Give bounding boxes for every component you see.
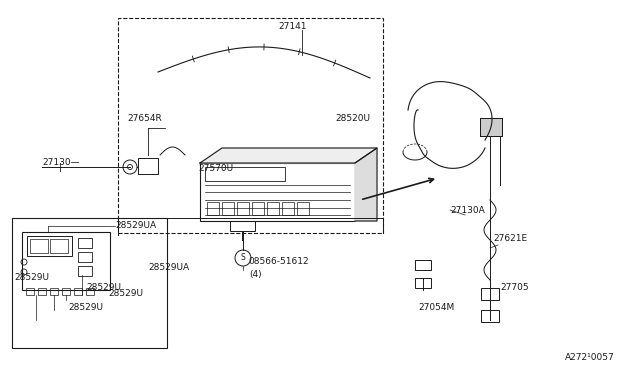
Bar: [207, 202, 219, 215]
Text: S: S: [241, 253, 245, 263]
Bar: [12, 218, 167, 348]
Bar: [415, 278, 431, 288]
Bar: [237, 202, 249, 215]
Bar: [480, 118, 502, 136]
Text: 27054M: 27054M: [418, 302, 454, 311]
Text: 27654R: 27654R: [127, 113, 162, 122]
Bar: [74, 288, 82, 295]
Bar: [30, 239, 48, 253]
Bar: [481, 310, 499, 322]
Bar: [138, 158, 158, 174]
Bar: [415, 260, 431, 270]
Bar: [62, 288, 70, 295]
Bar: [26, 288, 34, 295]
Text: 27621E: 27621E: [493, 234, 527, 243]
Text: (4): (4): [250, 269, 262, 279]
Text: A272¹0057: A272¹0057: [565, 353, 615, 362]
Bar: [86, 288, 94, 295]
Bar: [50, 239, 68, 253]
Bar: [297, 202, 309, 215]
Text: 27130—: 27130—: [42, 157, 79, 167]
Text: 27570U: 27570U: [198, 164, 233, 173]
Bar: [78, 238, 92, 248]
Text: 28529U: 28529U: [14, 273, 49, 282]
Bar: [222, 202, 234, 215]
Bar: [50, 288, 58, 295]
Bar: [205, 167, 285, 181]
Text: 08566-51612: 08566-51612: [248, 257, 308, 266]
Text: 28529U: 28529U: [86, 282, 121, 292]
Text: 27130A: 27130A: [450, 205, 484, 215]
Text: 27141: 27141: [278, 22, 307, 31]
Bar: [118, 18, 383, 233]
Bar: [78, 266, 92, 276]
Bar: [358, 170, 373, 182]
Text: 28529U: 28529U: [108, 289, 143, 298]
Polygon shape: [200, 148, 377, 163]
Bar: [22, 232, 110, 290]
Text: 28529UA: 28529UA: [115, 221, 156, 230]
Bar: [200, 163, 355, 221]
Bar: [480, 118, 502, 136]
Bar: [27, 236, 72, 256]
Text: 27705: 27705: [500, 283, 529, 292]
Bar: [267, 202, 279, 215]
Bar: [358, 188, 373, 200]
Bar: [78, 252, 92, 262]
Bar: [282, 202, 294, 215]
Text: 28520U: 28520U: [335, 113, 370, 122]
Text: 28529U: 28529U: [68, 302, 103, 311]
Bar: [481, 288, 499, 300]
Bar: [38, 288, 46, 295]
Bar: [230, 221, 255, 231]
Text: 28529UA: 28529UA: [148, 263, 189, 272]
Polygon shape: [355, 148, 377, 221]
Bar: [252, 202, 264, 215]
